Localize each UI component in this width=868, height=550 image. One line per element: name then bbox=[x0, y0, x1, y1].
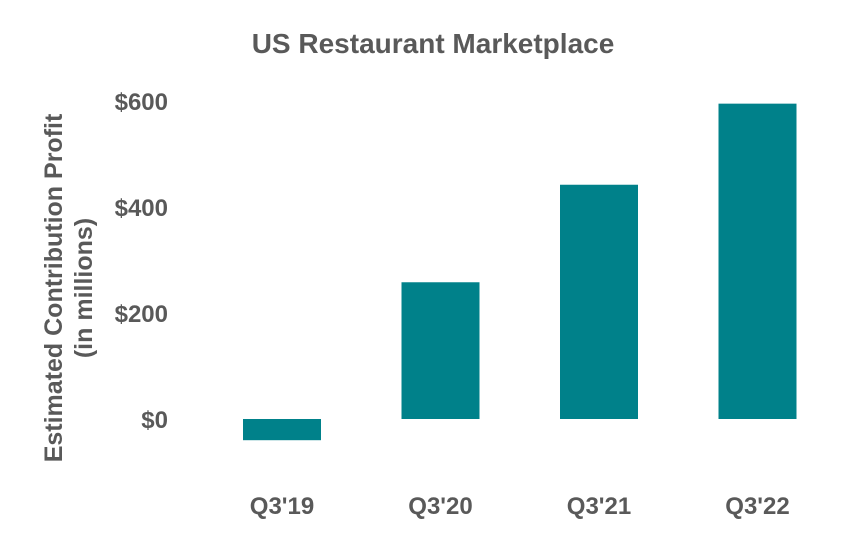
x-axis-ticks: Q3'19 Q3'20 Q3'21 Q3'22 bbox=[250, 493, 790, 520]
y-tick-label: $200 bbox=[115, 301, 168, 328]
bar bbox=[560, 184, 638, 419]
bars bbox=[243, 103, 797, 441]
y-axis-ticks: $0 $200 $400 $600 bbox=[115, 89, 168, 434]
x-tick-label: Q3'20 bbox=[408, 493, 472, 520]
x-tick-label: Q3'21 bbox=[567, 493, 631, 520]
x-tick-label: Q3'19 bbox=[250, 493, 314, 520]
y-axis-label-line1: Estimated Contribution Profit bbox=[40, 113, 68, 462]
chart-title: US Restaurant Marketplace bbox=[252, 28, 615, 59]
y-tick-label: $0 bbox=[141, 407, 168, 434]
bar bbox=[401, 282, 480, 419]
y-axis-label-line2: (in millions) bbox=[70, 218, 98, 358]
y-tick-label: $400 bbox=[115, 195, 168, 222]
x-tick-label: Q3'22 bbox=[725, 493, 789, 520]
bar bbox=[718, 103, 797, 420]
y-axis-label: Estimated Contribution Profit (in millio… bbox=[40, 113, 98, 462]
y-tick-label: $600 bbox=[115, 89, 168, 116]
bar bbox=[243, 419, 321, 441]
